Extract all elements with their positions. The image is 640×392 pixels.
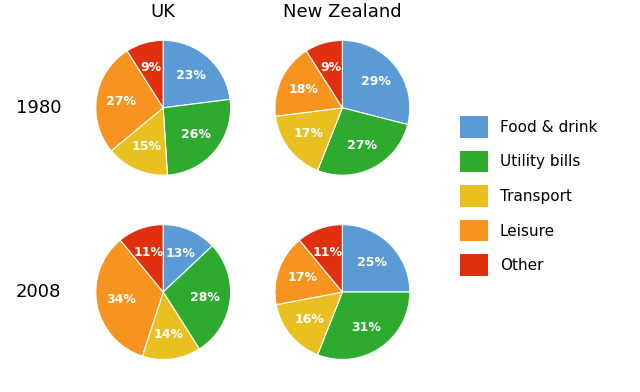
Text: 9%: 9% xyxy=(141,60,162,74)
Text: 1980: 1980 xyxy=(15,99,61,117)
Title: New Zealand: New Zealand xyxy=(283,3,402,20)
Wedge shape xyxy=(163,99,230,175)
Legend: Food & drink, Utility bills, Transport, Leisure, Other: Food & drink, Utility bills, Transport, … xyxy=(456,111,602,281)
Wedge shape xyxy=(307,40,342,108)
Wedge shape xyxy=(163,225,212,292)
Text: 25%: 25% xyxy=(357,256,387,269)
Text: 31%: 31% xyxy=(351,321,381,334)
Title: UK: UK xyxy=(150,3,176,20)
Wedge shape xyxy=(300,225,342,292)
Text: 14%: 14% xyxy=(154,328,184,341)
Text: 23%: 23% xyxy=(177,69,206,82)
Text: 26%: 26% xyxy=(181,128,211,142)
Wedge shape xyxy=(275,108,342,171)
Wedge shape xyxy=(275,51,342,116)
Text: 18%: 18% xyxy=(289,83,319,96)
Text: 13%: 13% xyxy=(165,247,195,260)
Wedge shape xyxy=(111,108,168,175)
Wedge shape xyxy=(96,240,163,356)
Text: 34%: 34% xyxy=(106,294,136,307)
Text: 11%: 11% xyxy=(134,245,164,259)
Text: 16%: 16% xyxy=(295,312,324,326)
Wedge shape xyxy=(96,51,163,151)
Wedge shape xyxy=(275,240,342,305)
Wedge shape xyxy=(276,292,342,355)
Wedge shape xyxy=(317,108,408,175)
Wedge shape xyxy=(342,40,410,125)
Wedge shape xyxy=(342,225,410,292)
Wedge shape xyxy=(127,40,163,108)
Text: 29%: 29% xyxy=(361,75,391,88)
Text: 27%: 27% xyxy=(347,139,377,152)
Text: 17%: 17% xyxy=(294,127,324,140)
Text: 17%: 17% xyxy=(287,271,317,284)
Wedge shape xyxy=(317,292,410,359)
Text: 28%: 28% xyxy=(191,291,220,304)
Wedge shape xyxy=(163,246,230,349)
Wedge shape xyxy=(163,40,230,108)
Text: 9%: 9% xyxy=(320,60,341,74)
Text: 15%: 15% xyxy=(131,140,161,153)
Text: 27%: 27% xyxy=(106,94,136,108)
Text: 2008: 2008 xyxy=(16,283,61,301)
Wedge shape xyxy=(142,292,199,359)
Wedge shape xyxy=(120,225,163,292)
Text: 11%: 11% xyxy=(313,245,343,259)
